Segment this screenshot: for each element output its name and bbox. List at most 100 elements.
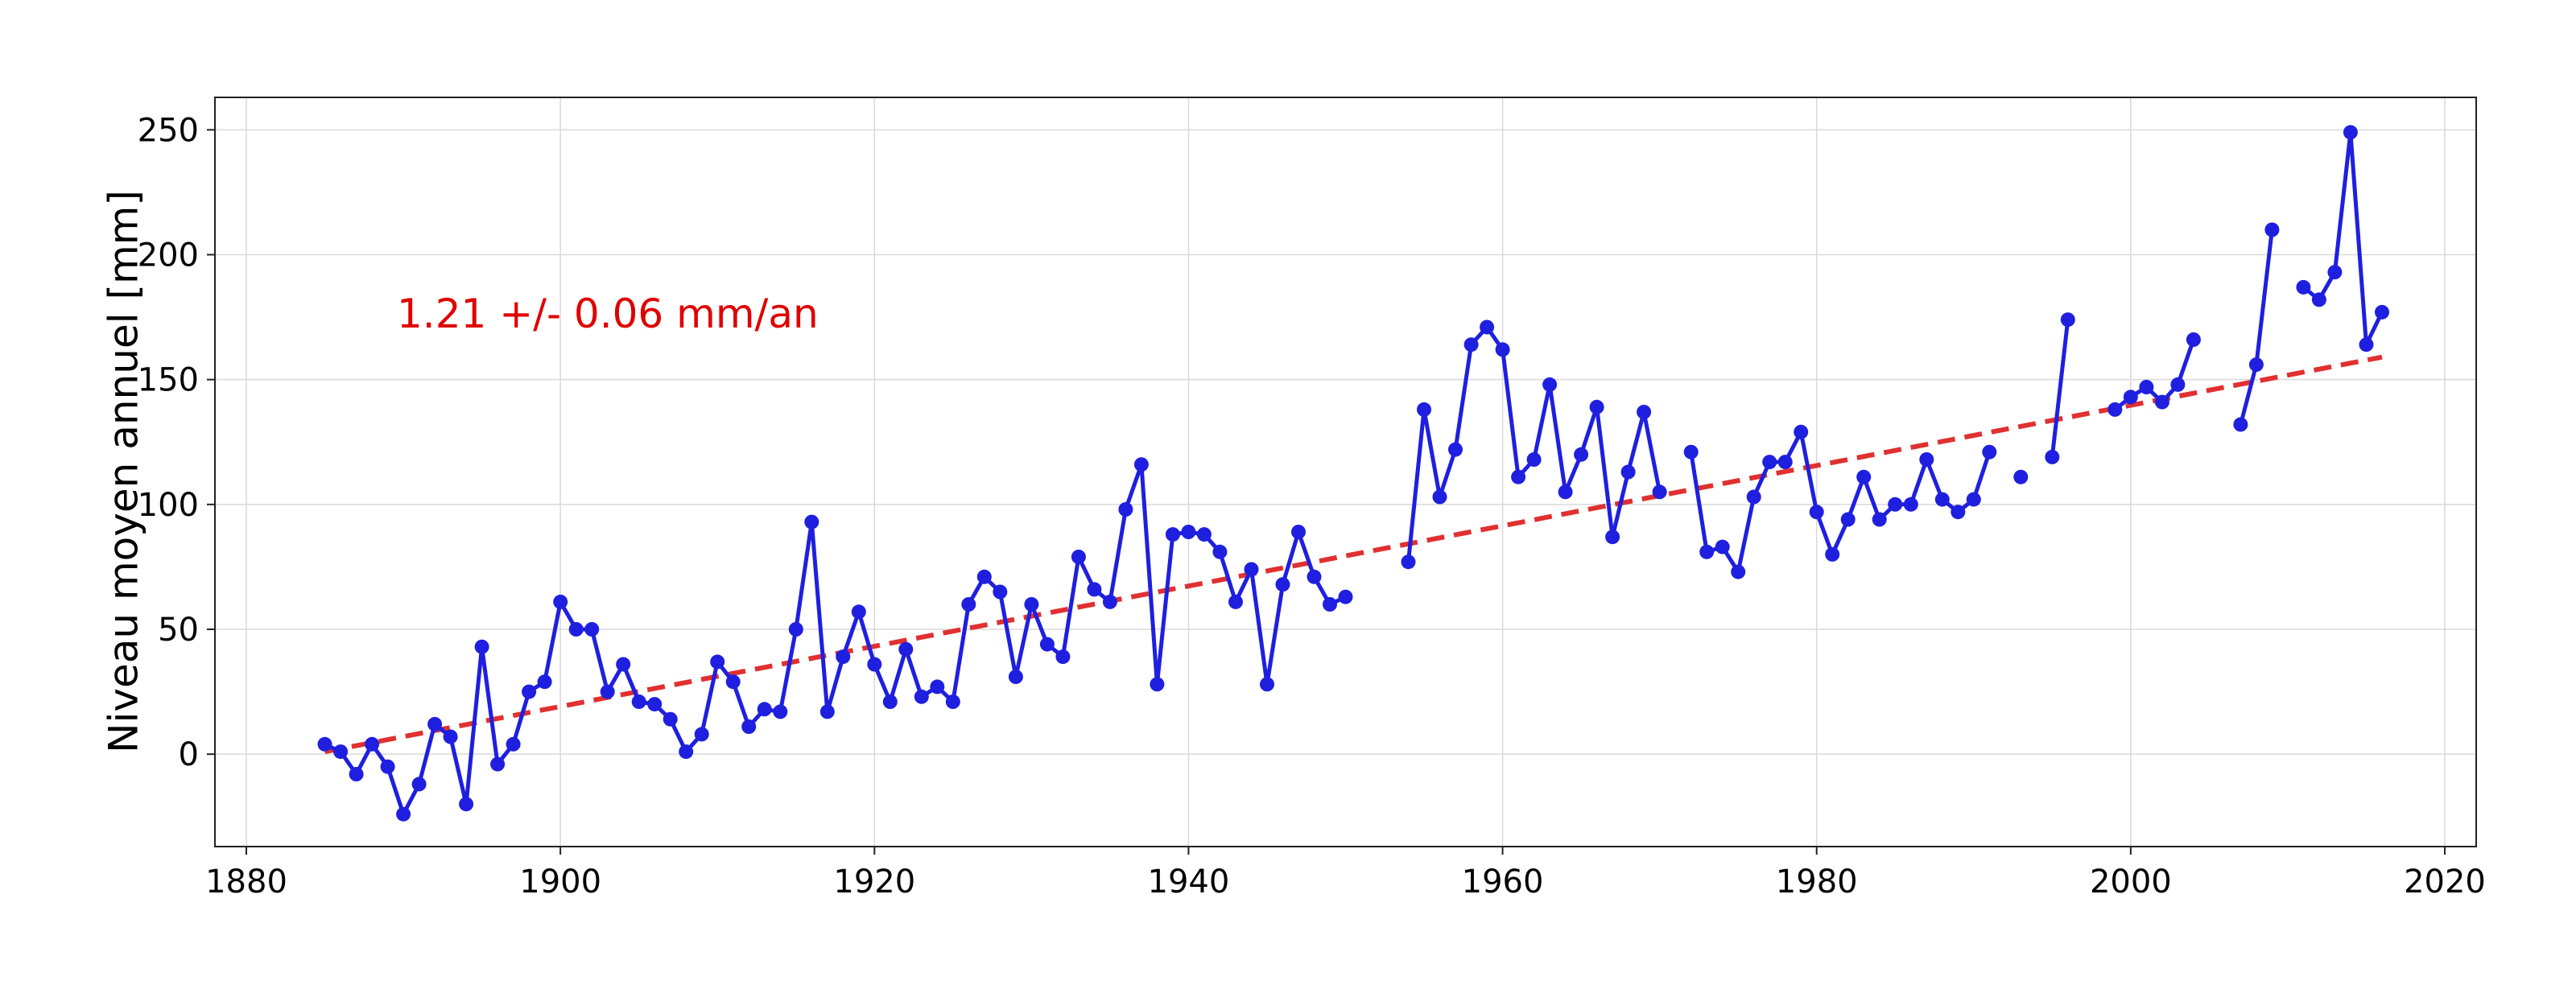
series-layer — [317, 125, 2389, 822]
data-point — [1715, 539, 1730, 554]
data-point — [2123, 389, 2138, 405]
data-point — [1181, 525, 1196, 539]
data-point — [1448, 442, 1463, 457]
data-point — [2154, 394, 2169, 410]
data-point — [1652, 484, 1667, 500]
data-point — [1809, 505, 1824, 520]
trend-line — [324, 354, 2383, 755]
data-point — [961, 597, 976, 612]
data-point — [1951, 505, 1966, 520]
data-point — [1825, 546, 1840, 562]
data-point — [396, 806, 411, 822]
data-point — [1228, 594, 1243, 609]
data-point — [1323, 597, 1337, 612]
y-tick-labels: 0 50 100 150 200 250 — [138, 112, 215, 773]
data-point — [663, 711, 678, 727]
data-point — [773, 704, 788, 719]
data-point — [788, 622, 803, 637]
series-line-segment — [2301, 130, 2384, 347]
data-point — [1699, 544, 1715, 559]
data-point — [1731, 564, 1746, 579]
y-tick-label: 50 — [158, 612, 199, 649]
data-point — [584, 622, 600, 637]
data-point — [867, 657, 882, 672]
data-point — [1008, 670, 1023, 684]
y-tick-label: 250 — [138, 112, 199, 149]
data-point — [1637, 405, 1652, 419]
trend-annotation: 1.21 +/- 0.06 mm/an — [397, 291, 819, 337]
data-point — [2264, 222, 2280, 237]
data-point — [443, 729, 458, 744]
data-point — [2060, 312, 2075, 328]
data-point — [1762, 455, 1777, 470]
data-point — [2296, 279, 2311, 295]
data-point — [317, 736, 332, 752]
data-point — [1071, 550, 1086, 564]
data-point — [1888, 497, 1903, 512]
data-point — [522, 684, 537, 699]
x-tick-label: 1900 — [519, 863, 601, 901]
data-point — [1463, 337, 1479, 352]
data-point — [1966, 492, 1981, 507]
data-point — [2045, 449, 2060, 464]
data-point — [1338, 589, 1353, 604]
x-tick-label: 1920 — [833, 863, 915, 901]
data-point — [725, 674, 741, 690]
data-point — [1275, 577, 1290, 592]
data-point — [1903, 497, 1918, 512]
data-point — [2170, 377, 2186, 392]
data-point — [427, 716, 443, 732]
x-tick-label: 1940 — [1148, 863, 1230, 901]
series-line-segment — [2238, 229, 2274, 426]
data-point — [836, 649, 851, 665]
data-point — [914, 689, 929, 704]
y-tick-label: 100 — [138, 487, 199, 524]
data-point — [600, 684, 615, 699]
data-point — [1558, 484, 1573, 500]
data-point — [694, 727, 709, 742]
data-point — [1794, 424, 1809, 439]
data-point — [1087, 582, 1102, 597]
x-tick-labels: 1880 1900 1920 1940 1960 1980 2000 2020 — [205, 847, 2486, 901]
data-point — [506, 736, 521, 752]
data-point — [1934, 492, 1950, 507]
data-point — [1856, 469, 1872, 484]
data-point — [365, 736, 380, 752]
data-point — [2359, 337, 2374, 352]
data-point — [945, 694, 960, 709]
data-point — [380, 759, 395, 774]
data-point — [1432, 489, 1447, 505]
data-point — [647, 697, 663, 712]
series-line-segment — [324, 462, 1347, 817]
data-point — [1840, 512, 1856, 527]
data-point — [710, 654, 725, 670]
data-point — [2233, 417, 2248, 432]
data-point — [2248, 357, 2264, 373]
data-point — [1118, 502, 1133, 517]
data-point — [2311, 292, 2326, 307]
data-point — [1291, 525, 1306, 539]
data-point — [616, 657, 631, 672]
data-point — [976, 569, 992, 584]
data-point — [1150, 677, 1165, 692]
data-point — [804, 514, 819, 530]
data-point — [1495, 342, 1510, 357]
trend-layer — [324, 354, 2383, 755]
data-point — [411, 777, 427, 792]
data-point — [819, 704, 835, 719]
data-point — [757, 702, 772, 717]
data-point — [1511, 469, 1526, 484]
data-point — [2013, 469, 2029, 484]
data-point — [1133, 457, 1149, 472]
data-point — [1260, 677, 1274, 692]
data-point — [1542, 377, 1558, 392]
x-tick-label: 1960 — [1462, 863, 1544, 901]
data-point — [553, 594, 568, 609]
data-point — [1620, 464, 1636, 480]
data-point — [930, 679, 945, 694]
data-point — [1039, 637, 1055, 652]
data-point — [1683, 444, 1699, 460]
data-point — [2139, 380, 2154, 394]
data-point — [851, 604, 866, 620]
